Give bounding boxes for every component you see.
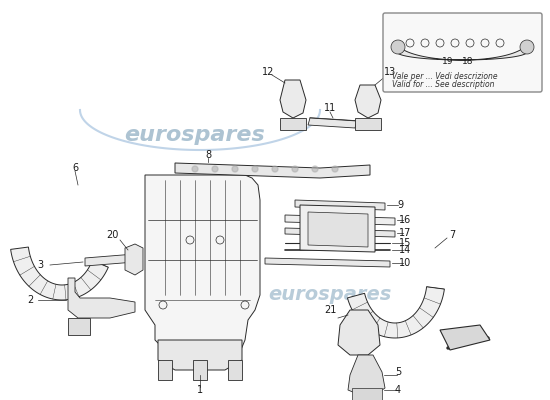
Text: 17: 17 bbox=[399, 228, 411, 238]
Circle shape bbox=[192, 166, 198, 172]
Text: 6: 6 bbox=[72, 163, 78, 173]
Polygon shape bbox=[348, 287, 444, 338]
Text: 2: 2 bbox=[27, 295, 33, 305]
Circle shape bbox=[232, 166, 238, 172]
Circle shape bbox=[391, 40, 405, 54]
Text: 8: 8 bbox=[205, 150, 211, 160]
Text: 18: 18 bbox=[462, 58, 474, 66]
Text: 5: 5 bbox=[395, 367, 401, 377]
Circle shape bbox=[332, 166, 338, 172]
Circle shape bbox=[292, 166, 298, 172]
Text: Valid for ... See description: Valid for ... See description bbox=[392, 80, 494, 89]
Polygon shape bbox=[285, 228, 395, 237]
Polygon shape bbox=[145, 175, 260, 360]
Circle shape bbox=[272, 166, 278, 172]
Polygon shape bbox=[348, 355, 385, 395]
Polygon shape bbox=[68, 318, 90, 335]
Polygon shape bbox=[295, 200, 385, 210]
Polygon shape bbox=[338, 310, 380, 355]
Text: 20: 20 bbox=[106, 230, 118, 240]
Text: eurospares: eurospares bbox=[125, 125, 265, 145]
Polygon shape bbox=[125, 244, 143, 275]
Circle shape bbox=[252, 166, 258, 172]
Polygon shape bbox=[308, 118, 357, 128]
Polygon shape bbox=[285, 215, 395, 225]
Text: 1: 1 bbox=[197, 385, 203, 395]
Polygon shape bbox=[10, 247, 108, 300]
Polygon shape bbox=[175, 163, 370, 178]
Text: 11: 11 bbox=[324, 103, 336, 113]
Text: 21: 21 bbox=[324, 305, 336, 315]
Polygon shape bbox=[300, 205, 375, 252]
Circle shape bbox=[312, 166, 318, 172]
Polygon shape bbox=[308, 212, 368, 247]
Text: 12: 12 bbox=[262, 67, 274, 77]
Text: Vale per ... Vedi descrizione: Vale per ... Vedi descrizione bbox=[392, 72, 498, 81]
Polygon shape bbox=[228, 360, 242, 380]
Polygon shape bbox=[158, 340, 242, 370]
Text: 4: 4 bbox=[395, 385, 401, 395]
Polygon shape bbox=[265, 258, 390, 267]
Polygon shape bbox=[193, 360, 207, 380]
Text: 19: 19 bbox=[442, 58, 454, 66]
Polygon shape bbox=[280, 80, 306, 118]
FancyBboxPatch shape bbox=[383, 13, 542, 92]
Polygon shape bbox=[85, 254, 135, 266]
Text: 10: 10 bbox=[399, 258, 411, 268]
Polygon shape bbox=[440, 325, 490, 350]
Text: eurospares: eurospares bbox=[268, 286, 392, 304]
Text: 13: 13 bbox=[384, 67, 396, 77]
Circle shape bbox=[212, 166, 218, 172]
Text: 14: 14 bbox=[399, 245, 411, 255]
Text: 7: 7 bbox=[449, 230, 455, 240]
Text: 15: 15 bbox=[399, 238, 411, 248]
Text: 3: 3 bbox=[37, 260, 43, 270]
Polygon shape bbox=[158, 360, 172, 380]
Text: 16: 16 bbox=[399, 215, 411, 225]
Polygon shape bbox=[397, 42, 527, 60]
Polygon shape bbox=[280, 118, 306, 130]
Circle shape bbox=[520, 40, 534, 54]
Polygon shape bbox=[355, 118, 381, 130]
Polygon shape bbox=[68, 278, 135, 318]
Polygon shape bbox=[355, 85, 381, 118]
Polygon shape bbox=[352, 388, 382, 400]
Text: 9: 9 bbox=[397, 200, 403, 210]
